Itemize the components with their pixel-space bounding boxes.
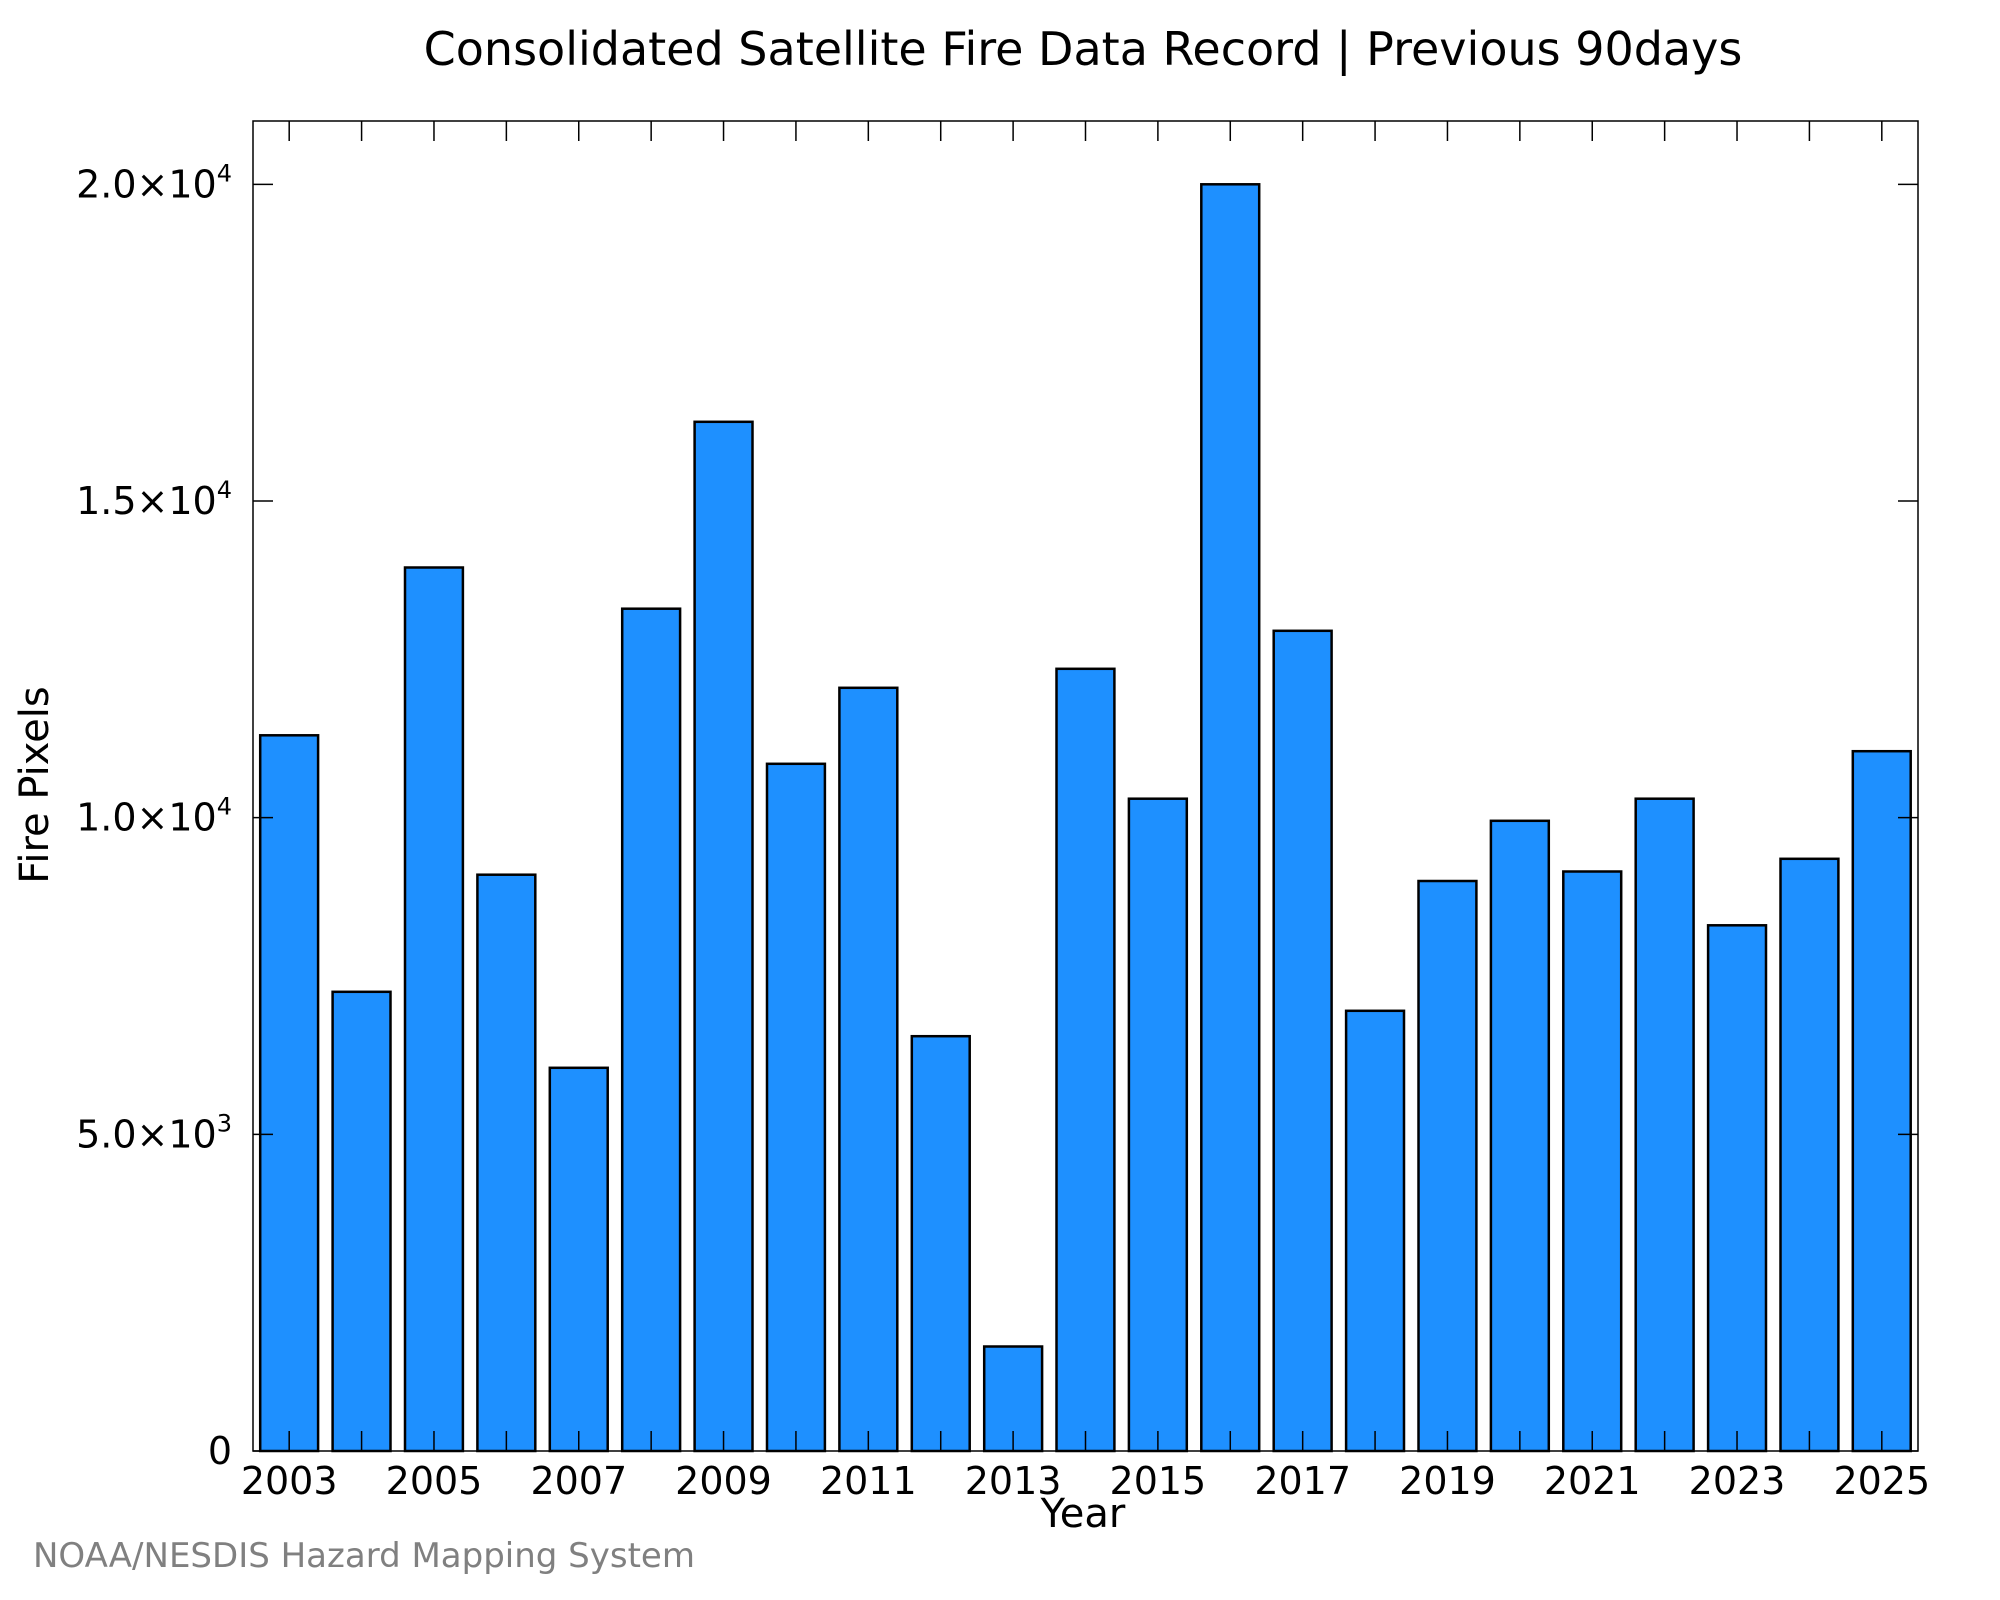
bar-2025 xyxy=(1851,749,1912,1453)
chart-title: Consolidated Satellite Fire Data Record … xyxy=(424,22,1743,77)
x-tick-label: 2003 xyxy=(241,1459,338,1503)
x-tick-labels: 2003 2005 2007 2009 2011 2013 2015 2017 2019 2021… xyxy=(241,1459,1930,1503)
bar-2010 xyxy=(765,762,827,1453)
bar-2008 xyxy=(620,607,682,1453)
bar-2019 xyxy=(1417,879,1478,1453)
x-tick-label: 2019 xyxy=(1399,1459,1496,1503)
bar-2023 xyxy=(1706,924,1768,1453)
bar-2007 xyxy=(548,1066,609,1453)
x-axis-label: Year xyxy=(1040,1491,1126,1537)
x-tick-label: 2011 xyxy=(820,1459,917,1503)
y-tick-labels: 0 5.0×103 1.0×104 1.5×104 2.0×104 xyxy=(76,159,232,1473)
x-tick-label: 2023 xyxy=(1689,1459,1786,1503)
bars-group xyxy=(258,183,1912,1453)
bar-2015 xyxy=(1127,797,1189,1453)
x-tick-label: 2015 xyxy=(1110,1459,1207,1503)
bar-2014 xyxy=(1055,667,1116,1453)
bar-2004 xyxy=(331,990,392,1453)
x-tick-label: 2005 xyxy=(386,1459,483,1503)
y-tick-label: 0 xyxy=(208,1429,232,1473)
y-tick-label: 2.0×104 xyxy=(76,159,232,206)
axis-ticks xyxy=(253,121,1918,1452)
y-tick-label: 1.5×104 xyxy=(76,476,232,523)
x-tick-label: 2025 xyxy=(1833,1459,1930,1503)
x-tick-label: 2013 xyxy=(965,1459,1062,1503)
bar-2011 xyxy=(838,686,899,1453)
bar-2012 xyxy=(910,1034,971,1453)
y-axis-label: Fire Pixels xyxy=(12,686,58,883)
bar-2003 xyxy=(258,734,320,1453)
bar-2005 xyxy=(403,566,465,1453)
x-tick-label: 2017 xyxy=(1254,1459,1351,1503)
bar-2020 xyxy=(1489,819,1551,1453)
x-tick-label: 2007 xyxy=(530,1459,627,1503)
bar-2017 xyxy=(1272,629,1333,1453)
bar-2016 xyxy=(1200,183,1261,1453)
credit-text: NOAA/NESDIS Hazard Mapping System xyxy=(33,1536,695,1576)
bar-2006 xyxy=(476,873,537,1453)
y-tick-label: 5.0×103 xyxy=(76,1109,232,1156)
bar-2009 xyxy=(693,420,754,1453)
x-tick-label: 2009 xyxy=(675,1459,772,1503)
y-tick-label: 1.0×104 xyxy=(76,793,232,840)
bar-2024 xyxy=(1779,857,1840,1453)
bar-2021 xyxy=(1562,870,1623,1453)
bar-2022 xyxy=(1634,797,1695,1453)
bar-2018 xyxy=(1344,1009,1406,1453)
x-tick-label: 2021 xyxy=(1544,1459,1641,1503)
